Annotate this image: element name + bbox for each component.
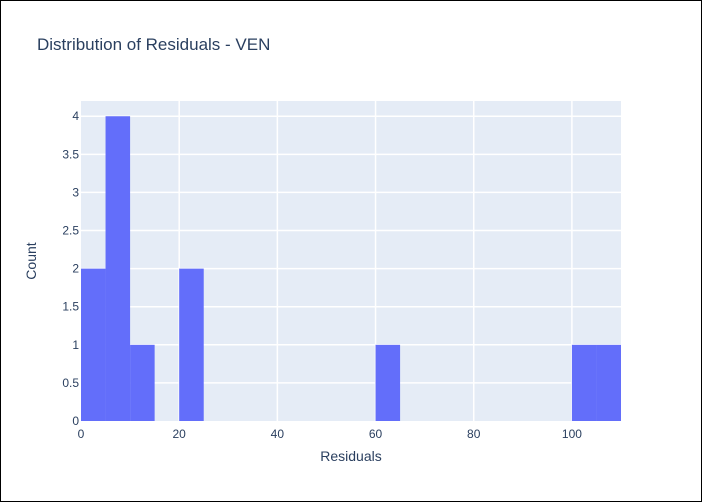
grid-lines: [81, 101, 621, 421]
bars: [81, 116, 621, 421]
x-tick-label: 20: [173, 427, 187, 441]
x-tick-label: 60: [369, 427, 383, 441]
histogram-bar: [571, 344, 597, 421]
y-tick-label: 1: [72, 338, 79, 352]
x-tick-labels: 0 20 40 60 80 100: [78, 427, 583, 441]
y-tick-label: 4: [72, 109, 79, 123]
x-axis-label: Residuals: [320, 448, 381, 464]
histogram-bar: [375, 344, 401, 421]
histogram-bar: [596, 344, 621, 421]
x-tick-label: 0: [78, 427, 85, 441]
histogram-bar: [130, 344, 155, 421]
histogram-bar: [179, 268, 204, 421]
y-tick-labels: 0 0.5 1 1.5 2 2.5 3 3.5 4: [62, 109, 79, 428]
y-tick-label: 3: [72, 185, 79, 199]
x-tick-label: 100: [562, 427, 582, 441]
y-tick-label: 2.5: [62, 224, 79, 238]
histogram-bar: [81, 268, 106, 421]
plot-area: [81, 101, 621, 421]
y-tick-label: 0.5: [62, 376, 79, 390]
y-tick-label: 1.5: [62, 300, 79, 314]
x-tick-label: 40: [271, 427, 285, 441]
y-tick-label: 0: [72, 414, 79, 428]
chart-title: Distribution of Residuals - VEN: [37, 35, 271, 54]
x-tick-label: 80: [467, 427, 481, 441]
y-tick-label: 3.5: [62, 147, 79, 161]
y-tick-label: 2: [72, 262, 79, 276]
y-axis-label: Count: [23, 242, 39, 279]
histogram-bar: [105, 116, 131, 421]
